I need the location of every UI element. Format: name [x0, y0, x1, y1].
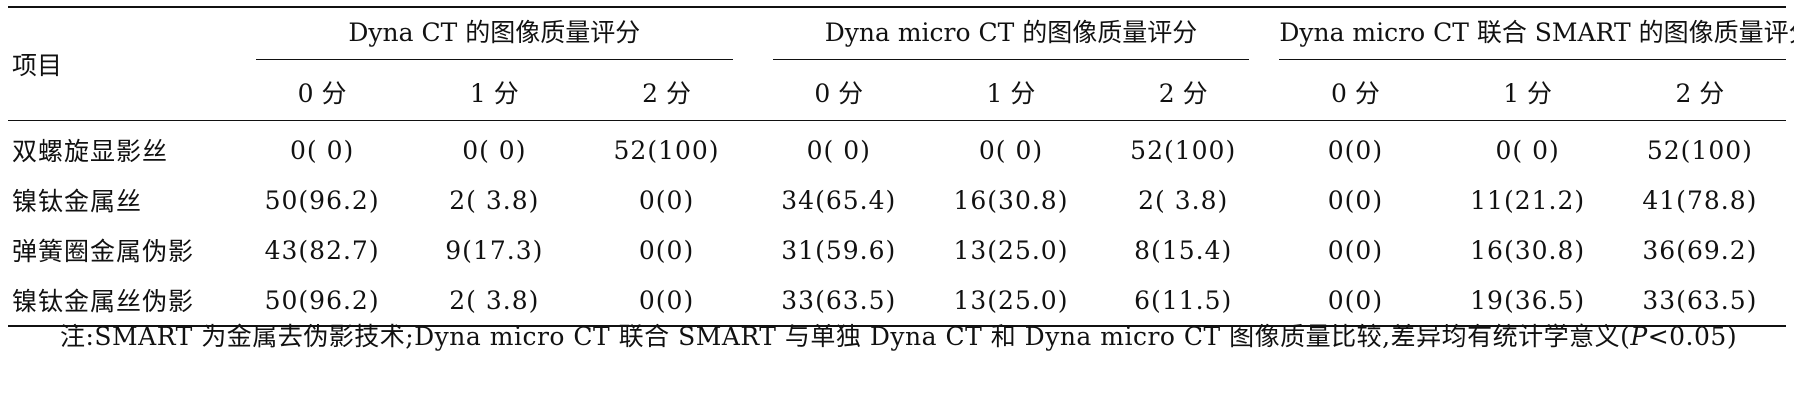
- score-header: 0 分: [297, 79, 347, 108]
- group-header-row: 项目 Dyna CT 的图像质量评分 Dyna micro CT 的图像质量评分…: [8, 7, 1794, 80]
- table-cell: 6(11.5): [1134, 285, 1233, 315]
- table-cell: 50(96.2): [264, 185, 380, 215]
- score-header: 2 分: [1158, 79, 1208, 108]
- footnote-threshold: <0.05): [1647, 322, 1738, 351]
- score-header: 1 分: [469, 79, 519, 108]
- table-cell: 0(0): [1327, 185, 1384, 215]
- table-cell: 0(0): [1327, 285, 1384, 315]
- table-cell: 0(0): [1327, 235, 1384, 265]
- score-header: 0 分: [1330, 79, 1380, 108]
- group-header-dyna-ct: Dyna CT 的图像质量评分: [236, 7, 753, 64]
- table-footnote: 注:SMART 为金属去伪影技术;Dyna micro CT 联合 SMART …: [60, 317, 1737, 353]
- table-cell: 0(0): [638, 285, 695, 315]
- score-header: 2 分: [642, 79, 691, 108]
- table-cell: 0(0): [638, 185, 695, 215]
- results-table-container: 项目 Dyna CT 的图像质量评分 Dyna micro CT 的图像质量评分…: [8, 6, 1794, 327]
- table-cell: 11(21.2): [1470, 185, 1586, 215]
- table-cell: 19(36.5): [1470, 285, 1586, 315]
- row-label: 弹簧圈金属伪影: [12, 237, 195, 266]
- table-cell: 13(25.0): [953, 285, 1069, 315]
- score-header: 1 分: [986, 79, 1036, 108]
- table-cell: 41(78.8): [1642, 185, 1758, 215]
- footnote-text: 注:SMART 为金属去伪影技术;Dyna micro CT 联合 SMART …: [60, 322, 1631, 351]
- row-label: 镍钛金属丝: [12, 187, 143, 216]
- p-value-symbol: P: [1630, 322, 1648, 351]
- table-cell: 16(30.8): [953, 185, 1069, 215]
- table-cell: 0(0): [1327, 135, 1384, 165]
- row-label: 镍钛金属丝伪影: [12, 287, 195, 316]
- table-cell: 52(100): [1130, 135, 1237, 165]
- table-row: 镍钛金属丝伪影 50(96.2) 2( 3.8) 0(0) 33(63.5) 1…: [8, 275, 1786, 326]
- score-header: 1 分: [1503, 79, 1553, 108]
- table-cell: 8(15.4): [1134, 235, 1233, 265]
- table-cell: 13(25.0): [953, 235, 1069, 265]
- row-label: 双螺旋显影丝: [12, 137, 169, 166]
- score-header-row: 0 分 1 分 2 分 0 分 1 分 2 分 0 分 1 分 2 分: [8, 64, 1786, 121]
- table-cell: 31(59.6): [781, 235, 897, 265]
- score-header: 2 分: [1675, 79, 1725, 108]
- table-cell: 52(100): [1646, 135, 1753, 165]
- table-cell: 2( 3.8): [1138, 185, 1229, 215]
- table-cell: 33(63.5): [1642, 285, 1758, 315]
- table-cell: 50(96.2): [264, 285, 380, 315]
- table-row: 双螺旋显影丝 0( 0) 0( 0) 52(100) 0( 0) 0( 0) 5…: [8, 121, 1786, 176]
- table-cell: 16(30.8): [1470, 235, 1586, 265]
- table-cell: 36(69.2): [1642, 235, 1758, 265]
- table-cell: 2( 3.8): [449, 185, 540, 215]
- table-cell: 0( 0): [289, 135, 355, 165]
- table-cell: 52(100): [613, 135, 720, 165]
- table-cell: 0( 0): [806, 135, 871, 165]
- group-header-dyna-micro-ct: Dyna micro CT 的图像质量评分: [753, 7, 1270, 64]
- item-header: 项目: [12, 51, 63, 80]
- group-header-dyna-micro-ct-smart: Dyna micro CT 联合 SMART 的图像质量评分: [1269, 7, 1794, 64]
- table-cell: 33(63.5): [781, 285, 897, 315]
- table-cell: 0(0): [638, 235, 695, 265]
- table-cell: 43(82.7): [264, 235, 380, 265]
- score-header: 0 分: [814, 79, 864, 108]
- table-cell: 0( 0): [978, 135, 1044, 165]
- table-row: 弹簧圈金属伪影 43(82.7) 9(17.3) 0(0) 31(59.6) 1…: [8, 225, 1786, 275]
- table-cell: 0( 0): [462, 135, 527, 165]
- table-row: 镍钛金属丝 50(96.2) 2( 3.8) 0(0) 34(65.4) 16(…: [8, 175, 1786, 225]
- image-quality-table: 项目 Dyna CT 的图像质量评分 Dyna micro CT 的图像质量评分…: [8, 6, 1794, 327]
- table-cell: 34(65.4): [781, 185, 897, 215]
- table-cell: 0( 0): [1495, 135, 1560, 165]
- table-cell: 9(17.3): [445, 235, 544, 265]
- table-cell: 2( 3.8): [449, 285, 540, 315]
